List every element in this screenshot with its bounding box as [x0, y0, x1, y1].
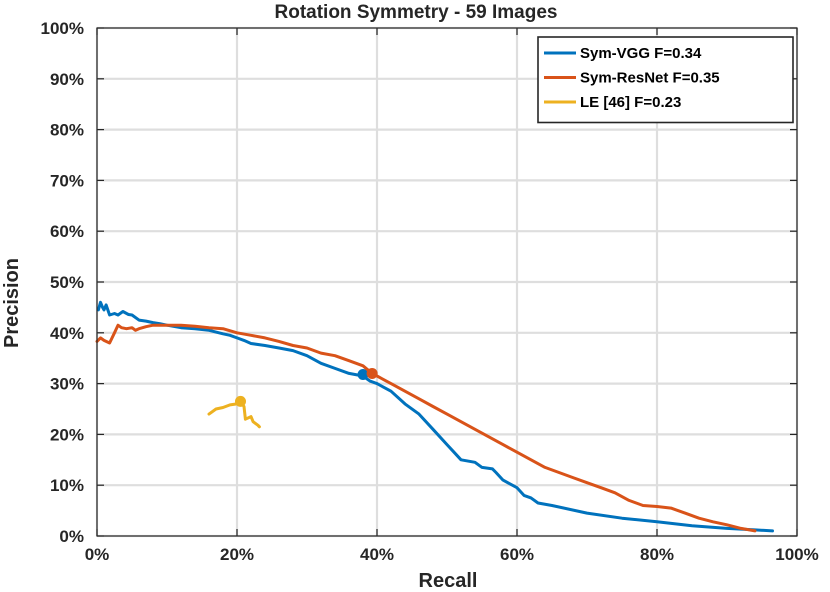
x-tick-label: 20% — [220, 545, 254, 564]
x-tick-label: 60% — [500, 545, 534, 564]
y-tick-label: 80% — [50, 121, 84, 140]
legend-entry-1: Sym-VGG F=0.34 — [580, 45, 702, 62]
y-axis-label: Precision — [1, 258, 23, 348]
legend: Sym-VGG F=0.34 Sym-ResNet F=0.35 LE [46] F… — [537, 36, 794, 124]
legend-box — [537, 36, 794, 124]
y-tick-label: 10% — [50, 476, 84, 495]
y-tick-label: 60% — [50, 222, 84, 241]
axis-ticks — [96, 27, 798, 537]
operating-point-2 — [366, 367, 378, 379]
x-tick-label: 80% — [640, 545, 674, 564]
series-line-3 — [207, 399, 261, 429]
x-tick-label: 0% — [85, 545, 110, 564]
x-axis-label: Recall — [419, 570, 478, 592]
series-lines — [95, 300, 774, 533]
operating-point-3 — [235, 395, 246, 407]
x-tick-label: 100% — [775, 545, 818, 564]
legend-entry-2: Sym-ResNet F=0.35 — [580, 70, 720, 87]
y-tick-label: 30% — [50, 375, 84, 394]
y-tick-label: 100% — [41, 19, 84, 38]
operating-point-1 — [357, 368, 369, 380]
x-tick-labels: 0% 20% 40% 60% 80% 100% — [85, 545, 819, 564]
y-tick-label: 40% — [50, 324, 84, 343]
x-tick-label: 40% — [360, 545, 394, 564]
y-tick-label: 0% — [59, 527, 84, 546]
y-tick-label: 20% — [50, 425, 84, 444]
y-tick-labels: 0% 10% 20% 30% 40% 50% 60% 70% 80% 90% 100% — [41, 19, 84, 546]
y-tick-label: 50% — [50, 273, 84, 292]
series-line-1 — [96, 300, 774, 533]
y-tick-label: 90% — [50, 70, 84, 89]
y-tick-label: 70% — [50, 171, 84, 190]
chart-title: Rotation Symmetry - 59 Images — [275, 2, 558, 23]
legend-entry-3: LE [46] F=0.23 — [580, 94, 681, 111]
